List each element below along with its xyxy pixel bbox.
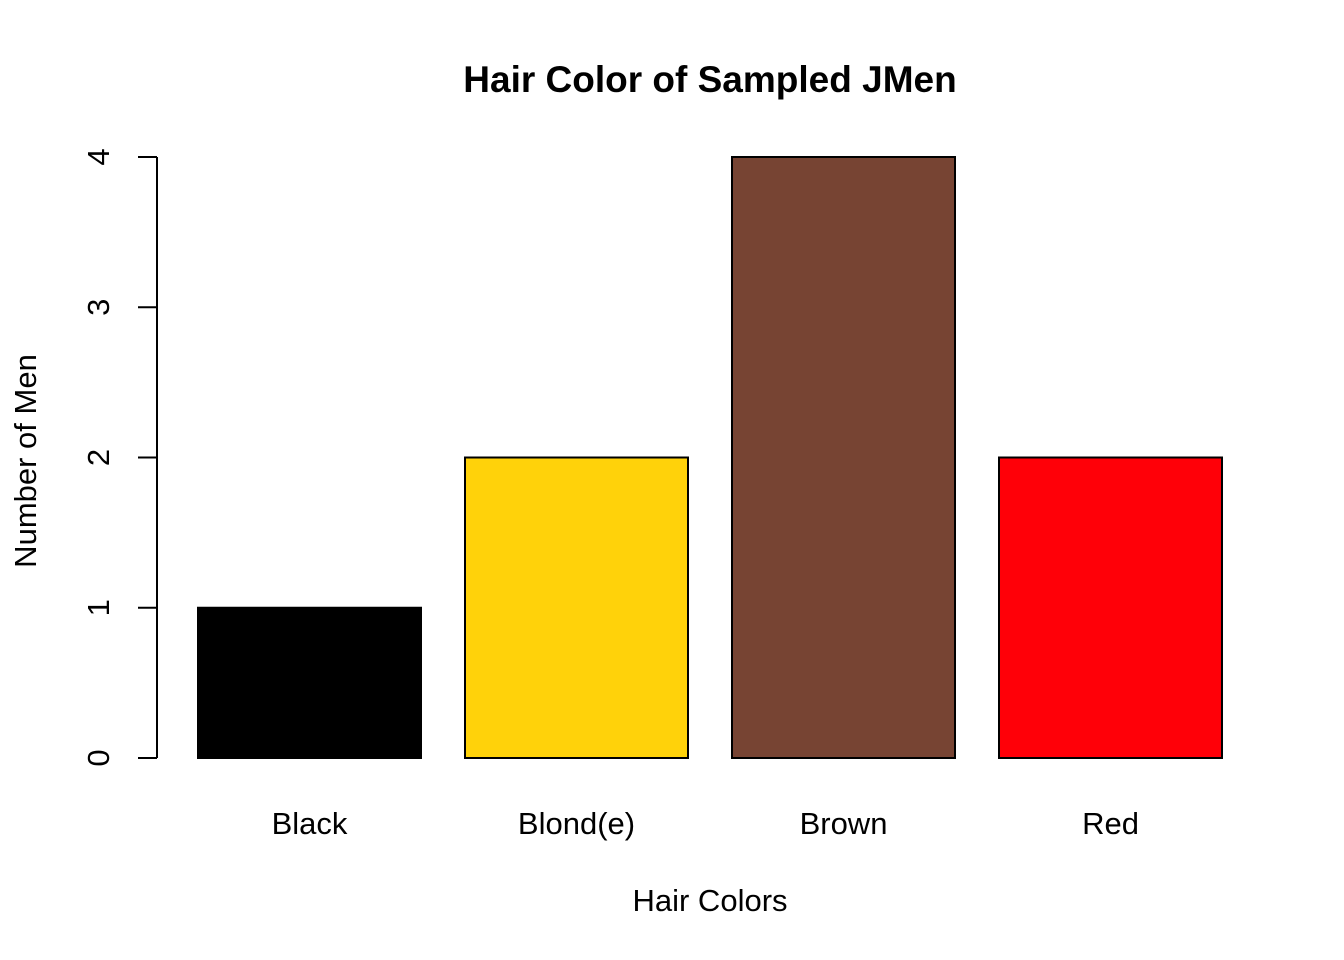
- x-category-label: Brown: [800, 806, 888, 841]
- x-category-label: Black: [272, 806, 348, 841]
- x-axis-label: Hair Colors: [632, 883, 787, 918]
- chart-title: Hair Color of Sampled JMen: [463, 59, 956, 100]
- y-tick-label: 0: [81, 749, 116, 766]
- x-category-label: Red: [1082, 806, 1139, 841]
- y-tick-label: 2: [81, 449, 116, 466]
- bar-blond-e: [464, 456, 689, 759]
- y-tick-label: 4: [81, 148, 116, 165]
- plot-area: 0 1 2 3 4 Black Blond(e) Brown Red: [81, 148, 1223, 841]
- bar-black: [197, 606, 422, 759]
- bar-brown: [731, 156, 956, 759]
- y-tick-label: 3: [81, 299, 116, 316]
- y-axis-label: Number of Men: [8, 354, 43, 568]
- bar-red: [998, 456, 1223, 759]
- y-tick-label: 1: [81, 599, 116, 616]
- x-category-label: Blond(e): [518, 806, 635, 841]
